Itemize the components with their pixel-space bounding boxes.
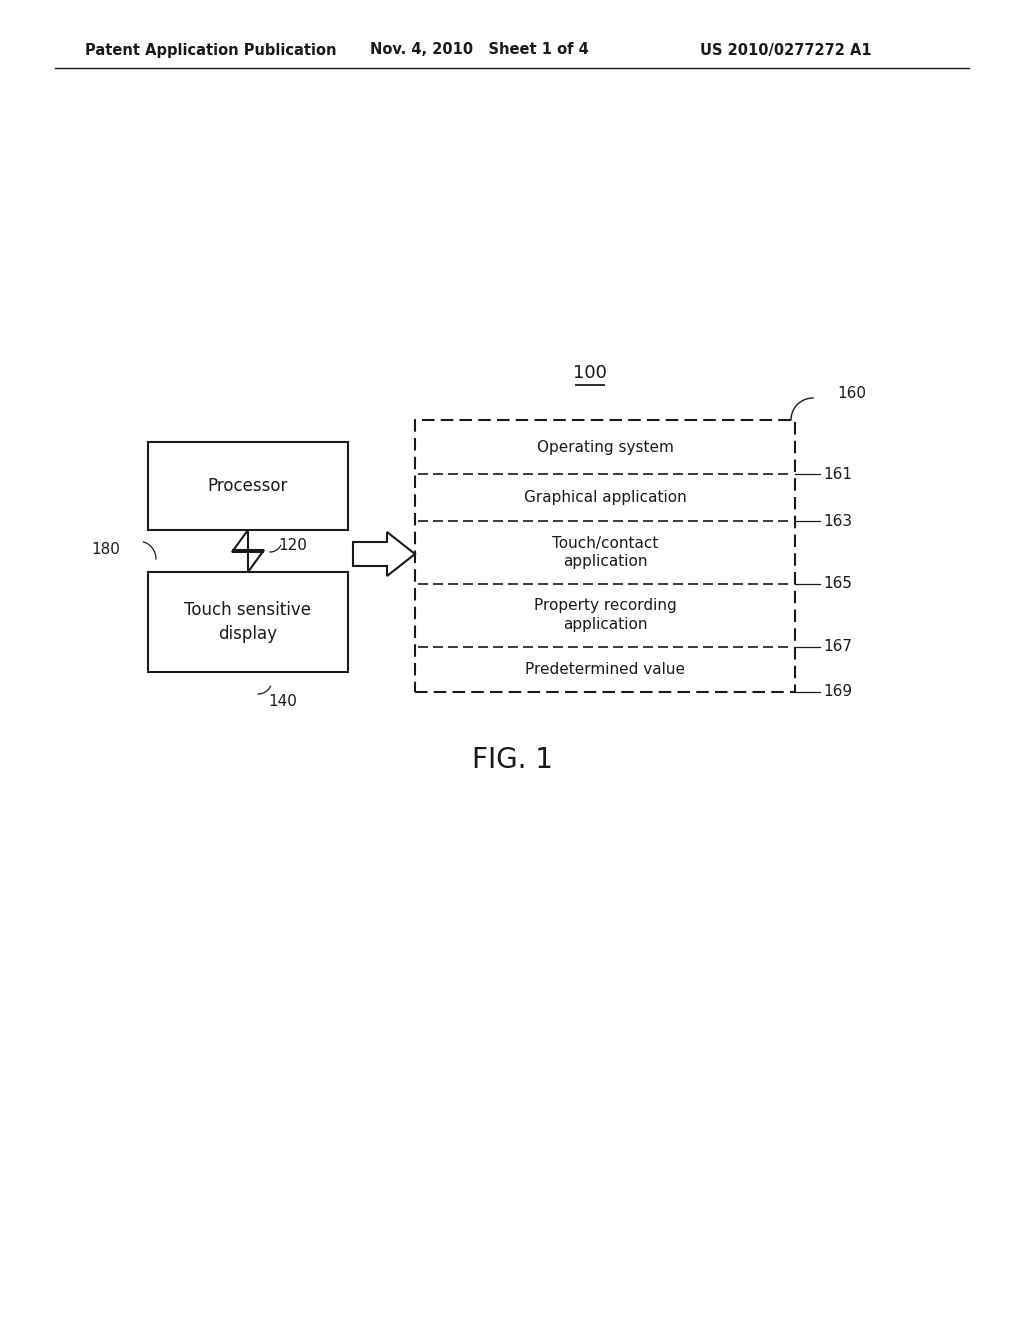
Text: Touch/contact
application: Touch/contact application [552,536,658,569]
Text: 100: 100 [573,364,607,381]
Text: 165: 165 [823,577,852,591]
Text: 161: 161 [823,466,852,482]
Text: 167: 167 [823,639,852,655]
Text: 140: 140 [268,694,297,709]
Text: 163: 163 [823,513,852,528]
Text: Nov. 4, 2010   Sheet 1 of 4: Nov. 4, 2010 Sheet 1 of 4 [370,42,589,58]
Bar [415,420,795,692]
Text: FIG. 1: FIG. 1 [471,746,553,774]
Text: 160: 160 [837,387,866,401]
Polygon shape [232,531,264,572]
Text: Processor: Processor [208,477,288,495]
Text: US 2010/0277272 A1: US 2010/0277272 A1 [700,42,871,58]
Bar [148,572,348,672]
Text: Touch sensitive
display: Touch sensitive display [184,601,311,643]
Text: Graphical application: Graphical application [523,490,686,506]
Polygon shape [353,532,415,576]
Text: 180: 180 [91,541,120,557]
Text: Operating system: Operating system [537,440,674,454]
Text: Property recording
application: Property recording application [534,598,677,632]
Text: 120: 120 [278,539,307,553]
Text: 169: 169 [823,685,852,700]
Text: Patent Application Publication: Patent Application Publication [85,42,337,58]
Bar [148,442,348,531]
Text: Predetermined value: Predetermined value [525,661,685,677]
